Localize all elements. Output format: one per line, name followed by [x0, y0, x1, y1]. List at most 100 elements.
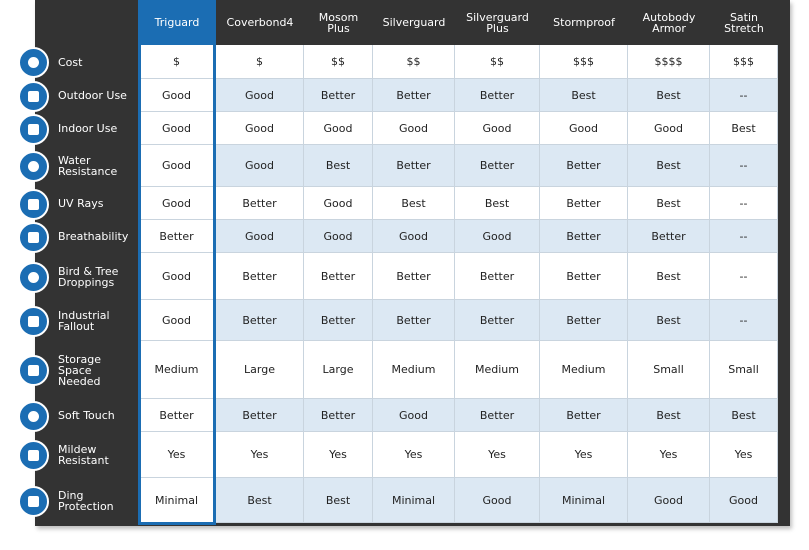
column-header: Silverguard	[382, 16, 446, 29]
table-cell: Good	[216, 220, 304, 253]
table-cell: $$	[455, 45, 540, 79]
row-label: Indoor Use	[58, 122, 118, 135]
table-cell: Small	[710, 341, 778, 399]
icon-glyph	[28, 315, 39, 327]
table-cell: Good	[373, 112, 455, 145]
table-cell: Best	[628, 253, 710, 300]
table-cell: Good	[216, 145, 304, 187]
table-cell: Better	[540, 220, 628, 253]
table-cell: Best	[455, 187, 540, 220]
table-cell: Better	[373, 79, 455, 112]
table-cell: Good	[628, 478, 710, 523]
table-cell: Good	[710, 478, 778, 523]
highlight-border	[138, 43, 216, 525]
table-cell: Better	[304, 300, 373, 341]
row-icon	[18, 400, 49, 432]
table-cell: Yes	[710, 432, 778, 478]
table-cell: Good	[373, 399, 455, 432]
row-label: Industrial Fallout	[58, 308, 110, 333]
row-label: Water Resistance	[58, 154, 118, 178]
table-cell: Yes	[216, 432, 304, 478]
row-icon	[18, 305, 49, 337]
table-cell: Best	[710, 399, 778, 432]
icon-glyph	[28, 495, 39, 507]
table-cell: --	[710, 145, 778, 187]
row-label: Soft Touch	[58, 409, 115, 422]
table-cell: Best	[628, 79, 710, 112]
table-cell: Better	[304, 253, 373, 300]
table-cell: Good	[540, 112, 628, 145]
table-cell: --	[710, 253, 778, 300]
table-cell: Best	[710, 112, 778, 145]
table-cell: Better	[216, 300, 304, 341]
row-label: Bird & Tree Droppings	[58, 264, 119, 289]
row-label: Breathability	[58, 230, 129, 243]
table-cell: $$	[304, 45, 373, 79]
column-header: Satin Stretch	[724, 10, 764, 35]
row-label: Ding Protection	[58, 488, 114, 513]
table-cell: Better	[304, 79, 373, 112]
icon-glyph	[28, 231, 39, 243]
table-cell: Better	[216, 253, 304, 300]
table-cell: Good	[304, 187, 373, 220]
row-label: Storage Space Needed	[58, 352, 102, 388]
table-cell: Minimal	[373, 478, 455, 523]
table-cell: Better	[304, 399, 373, 432]
table-cell: Better	[455, 79, 540, 112]
table-cell: --	[710, 187, 778, 220]
table-cell: Yes	[628, 432, 710, 478]
table-cell: Best	[628, 399, 710, 432]
icon-glyph	[28, 271, 39, 283]
table-cell: Medium	[138, 341, 216, 399]
table-cell: Better	[216, 399, 304, 432]
row-icon	[18, 188, 49, 220]
row-icon	[18, 355, 49, 386]
table-cell: Good	[138, 187, 216, 220]
table-cell: Yes	[304, 432, 373, 478]
table-cell: Good	[138, 112, 216, 145]
table-cell: Large	[216, 341, 304, 399]
table-cell: Yes	[138, 432, 216, 478]
column-header: Silverguard Plus	[466, 10, 529, 35]
table-cell: Yes	[455, 432, 540, 478]
table-cell: Best	[373, 187, 455, 220]
table-cell: $$$$	[628, 45, 710, 79]
table-cell: Medium	[373, 341, 455, 399]
icon-glyph	[28, 410, 39, 422]
row-icon	[18, 440, 49, 471]
table-cell: Best	[540, 79, 628, 112]
table-cell: $$$	[710, 45, 778, 79]
table-cell: Best	[216, 478, 304, 523]
table-cell: Good	[304, 112, 373, 145]
table-cell: Good	[138, 300, 216, 341]
table-cell: Small	[628, 341, 710, 399]
column-header: Mosom Plus	[318, 10, 359, 35]
table-cell: Best	[628, 187, 710, 220]
table-cell: Better	[455, 145, 540, 187]
icon-glyph	[28, 57, 39, 68]
table-cell: Good	[455, 478, 540, 523]
row-icon	[18, 47, 49, 78]
table-cell: Better	[540, 145, 628, 187]
column-header: Stormproof	[553, 16, 615, 29]
table-cell: Better	[628, 220, 710, 253]
table-cell: Good	[455, 220, 540, 253]
table-cell: Good	[628, 112, 710, 145]
row-icon	[18, 151, 49, 182]
table-cell: $	[138, 45, 216, 79]
row-icon	[18, 113, 49, 145]
table-cell: Better	[540, 253, 628, 300]
table-cell: Good	[216, 112, 304, 145]
table-cell: Large	[304, 341, 373, 399]
row-icon	[18, 261, 49, 293]
table-cell: --	[710, 79, 778, 112]
table-cell: Better	[373, 145, 455, 187]
row-icon	[18, 80, 49, 112]
table-cell: Best	[304, 478, 373, 523]
row-label: Mildew Resistant	[58, 443, 109, 467]
row-label: Cost	[58, 55, 83, 69]
table-cell: $	[216, 45, 304, 79]
table-cell: Good	[216, 79, 304, 112]
table-cell: Better	[540, 300, 628, 341]
